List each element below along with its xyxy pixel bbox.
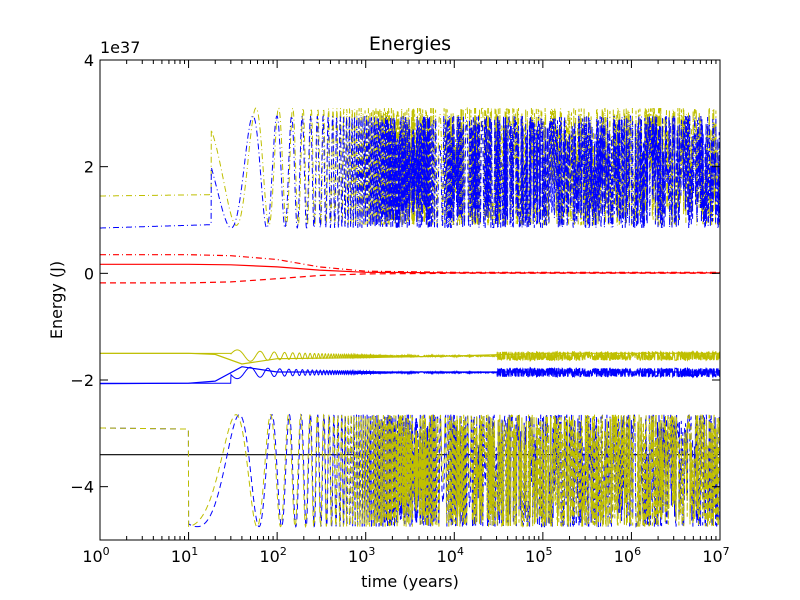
ticks-layer: 100 101 102 103 104 105 106 107 4 2 0 −2 −4 <box>70 51 729 566</box>
x-tick-label: 100 <box>82 545 109 566</box>
series-layer <box>100 106 720 529</box>
y-axis-label: Energy (J) <box>47 261 66 339</box>
y-tick-label: −4 <box>70 478 94 497</box>
x-axis-label: time (years) <box>361 572 459 591</box>
x-tick-label: 102 <box>259 545 286 566</box>
y-tick-label: 4 <box>84 51 94 70</box>
x-tick-label: 101 <box>171 545 198 566</box>
series-yellow-bottom-texture <box>100 413 720 528</box>
y-tick-label: 2 <box>84 158 94 177</box>
plot-frame <box>99 59 721 541</box>
chart-title: Energies <box>369 33 451 55</box>
series-yellow-top-texture <box>100 106 720 227</box>
series-red-dashed <box>100 272 720 284</box>
series-red-dashdot <box>100 254 720 273</box>
y-tick-label: 0 <box>84 264 94 283</box>
x-tick-label: 106 <box>614 545 641 566</box>
x-tick-label: 103 <box>348 545 375 566</box>
x-tick-label: 105 <box>525 545 552 566</box>
series-yellow-mid-texture <box>100 349 720 362</box>
y-tick-label: −2 <box>70 371 94 390</box>
x-tick-label: 107 <box>702 545 729 566</box>
y-offset-label: 1e37 <box>100 38 140 57</box>
series-blue-top-texture <box>100 114 720 229</box>
x-tick-label: 104 <box>437 545 464 566</box>
series-blue-mid-texture <box>100 366 720 384</box>
